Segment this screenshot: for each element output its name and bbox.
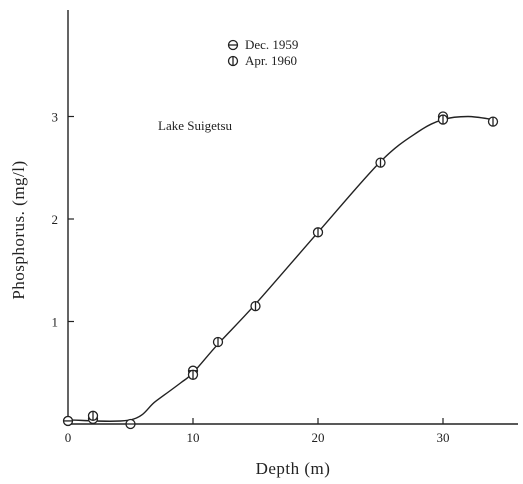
x-tick-label: 20 — [312, 430, 325, 445]
y-tick-label: 2 — [52, 212, 59, 227]
data-point-apr-1960 — [212, 336, 224, 348]
y-tick-label: 3 — [52, 110, 59, 125]
ticks: 0 10 20 30 1 2 3 — [52, 110, 450, 446]
x-tick-label: 0 — [65, 430, 72, 445]
legend-marker-dec-1959 — [227, 39, 239, 51]
data-point-apr-1960 — [312, 227, 324, 238]
legend-label-apr-1960: Apr. 1960 — [245, 53, 297, 68]
y-axis-title: Phosphorus. (mg/l) — [9, 160, 28, 299]
axes — [67, 10, 518, 425]
x-axis-title: Depth (m) — [256, 459, 331, 478]
data-point-apr-1960 — [375, 157, 386, 168]
curve-layer — [67, 115, 494, 422]
legend-label-dec-1959: Dec. 1959 — [245, 37, 298, 52]
fit-curve — [67, 115, 494, 422]
chart-annotation: Lake Suigetsu — [158, 118, 233, 133]
data-point-dec-1959 — [62, 415, 74, 427]
data-point-apr-1960 — [187, 369, 199, 380]
data-point-dec-1959 — [125, 418, 136, 430]
data-point-apr-1960 — [87, 410, 99, 421]
legend-marker-apr-1960 — [227, 55, 239, 67]
y-tick-label: 1 — [52, 315, 59, 330]
data-point-apr-1960 — [250, 300, 261, 312]
x-tick-label: 10 — [187, 430, 200, 445]
points-layer — [62, 111, 499, 430]
data-point-apr-1960 — [437, 114, 449, 125]
x-tick-label: 30 — [437, 430, 450, 445]
data-point-apr-1960 — [487, 116, 499, 127]
